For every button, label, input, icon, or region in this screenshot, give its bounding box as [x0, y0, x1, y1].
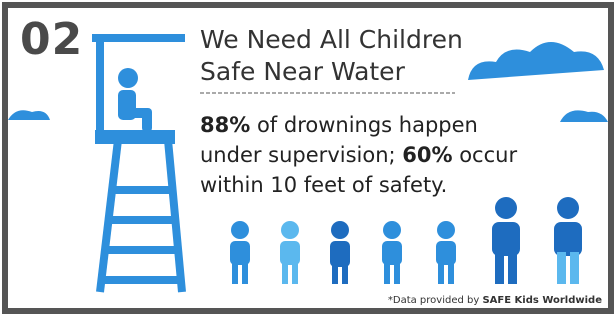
lifeguard [118, 68, 152, 132]
infographic: 02 We Need All Children Safe Near Water … [0, 0, 616, 316]
children [230, 197, 582, 284]
title-line: We Need All Children [200, 24, 463, 56]
lifeguard-chair [92, 38, 185, 292]
text: *Data provided by [388, 295, 483, 306]
footnote: *Data provided by SAFE Kids Worldwide [388, 295, 602, 306]
title: We Need All Children Safe Near Water [200, 24, 463, 88]
bold-text: 60% [402, 143, 452, 167]
body-text: 88% of drownings happen under supervisio… [200, 110, 545, 200]
title-line: Safe Near Water [200, 56, 463, 88]
bold-text: 88% [200, 113, 250, 137]
bold-text: SAFE Kids Worldwide [482, 295, 602, 306]
chair-seat [95, 130, 175, 144]
badge: 02 [20, 14, 83, 65]
